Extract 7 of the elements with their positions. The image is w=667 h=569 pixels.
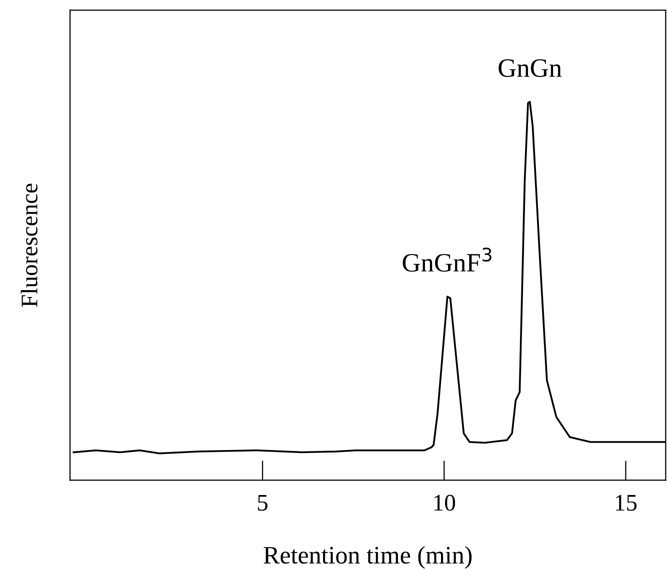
x-tick-label: 10 bbox=[434, 494, 456, 511]
annotation: GnGnF$^{3}$ bbox=[402, 248, 492, 272]
x-tick-label: 15 bbox=[616, 494, 637, 511]
annotation: GnGn bbox=[498, 59, 562, 78]
x-tick-label: 5 bbox=[258, 495, 268, 511]
y-axis-title: Fluorescence bbox=[20, 184, 38, 307]
x-axis-title: Retention time (min) bbox=[264, 546, 472, 569]
